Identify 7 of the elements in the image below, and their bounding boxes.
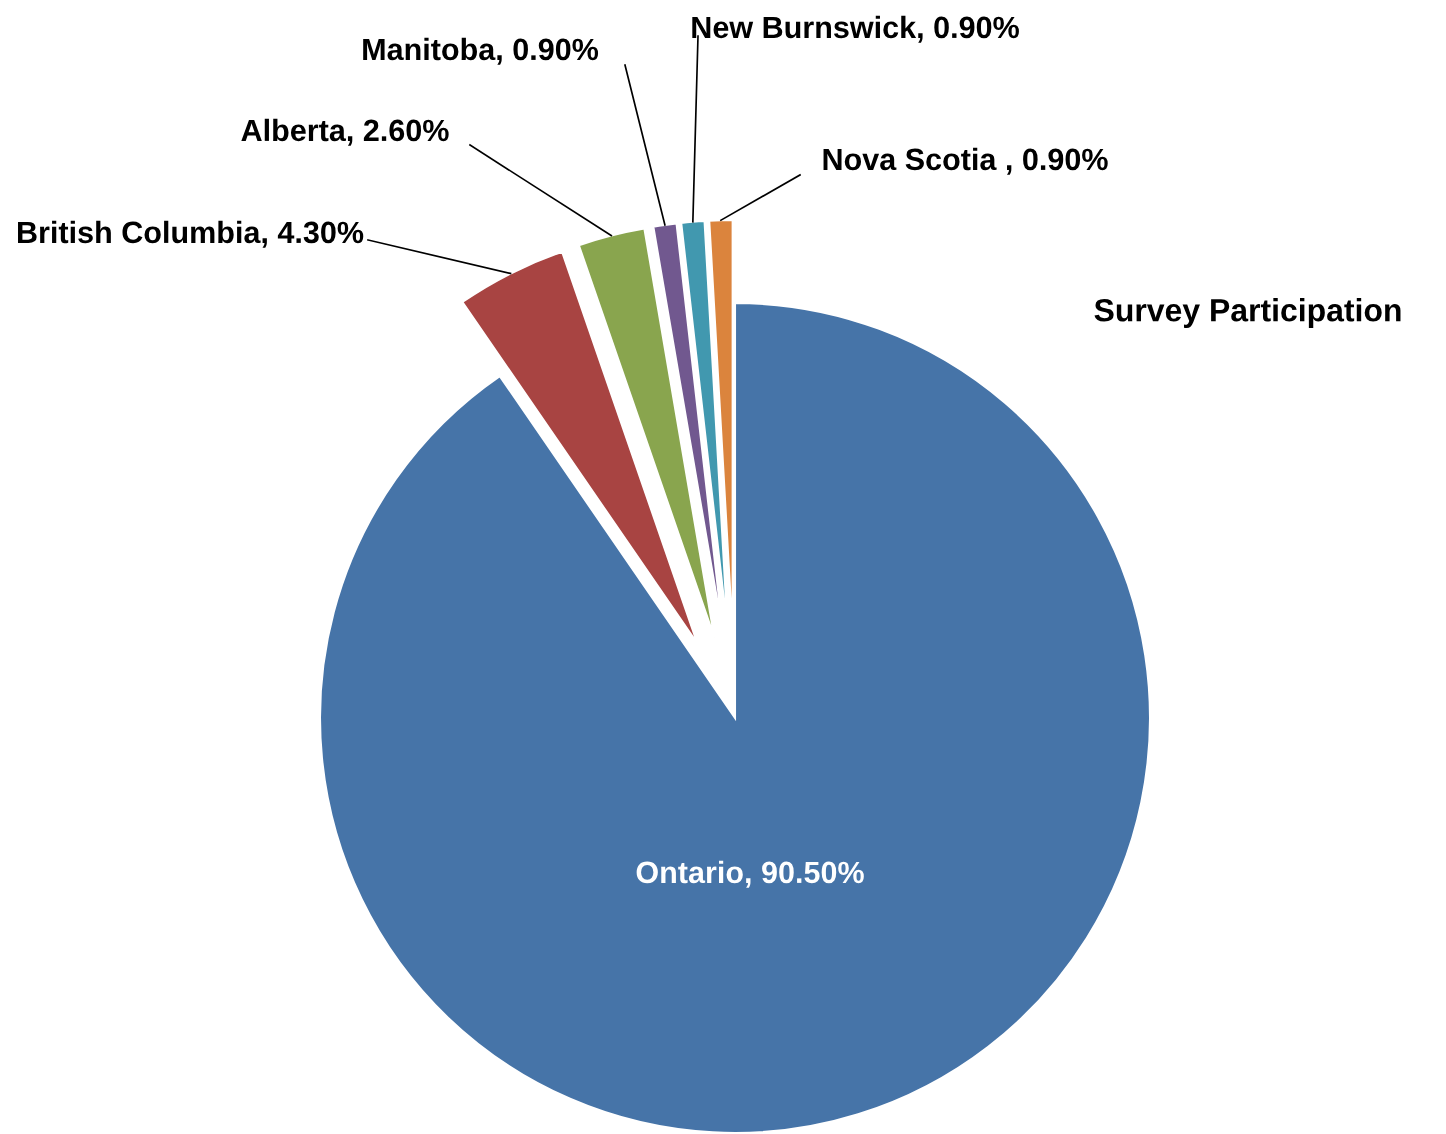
slice-label: Nova Scotia , 0.90% [823, 147, 1108, 175]
slice-label: Manitoba, 0.90% [363, 37, 599, 65]
slice-label: Ontario, 90.50% [636, 860, 864, 888]
slice-label: British Columbia, 4.30% [18, 220, 364, 248]
text: Survey Participation [1094, 298, 1401, 328]
slice-label: Alberta, 2.60% [241, 118, 449, 146]
slice-label: New Burnswick, 0.90% [692, 15, 1019, 43]
